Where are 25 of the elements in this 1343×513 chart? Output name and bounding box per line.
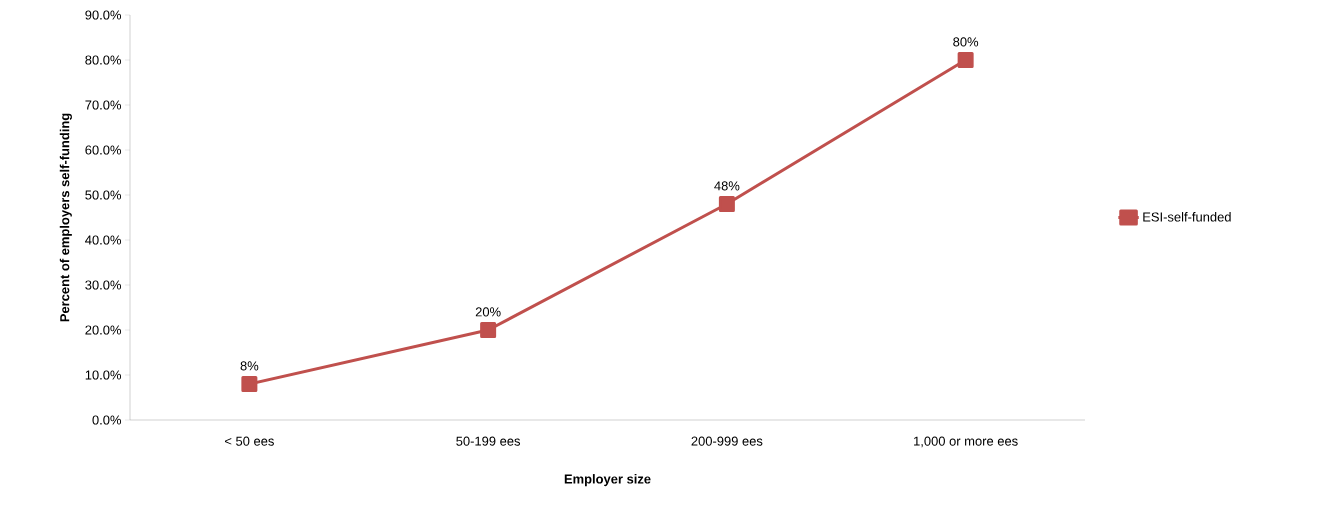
x-tick-label: 200-999 ees: [691, 436, 763, 446]
y-tick-label: 20.0%: [85, 325, 122, 335]
y-tick-label: 10.0%: [85, 370, 122, 380]
y-tick-label: 40.0%: [85, 235, 122, 245]
data-label: 20%: [475, 307, 501, 317]
y-tick-label: 60.0%: [85, 145, 122, 155]
y-tick-label: 30.0%: [85, 280, 122, 290]
y-tick-label: 70.0%: [85, 100, 122, 110]
point: [957, 52, 974, 68]
legend-label: ESI-self-funded: [1143, 212, 1231, 222]
data-label: 48%: [714, 181, 740, 191]
point: [480, 322, 497, 338]
data-label: 8%: [240, 361, 259, 371]
y-tick-label: 50.0%: [85, 190, 122, 200]
y-axis-title: Percent of employers self-funding: [59, 113, 72, 322]
x-tick-label: 50-199 ees: [456, 436, 521, 446]
point: [718, 196, 735, 212]
y-tick-label: 90.0%: [85, 10, 122, 20]
point: [241, 376, 258, 392]
y-tick-label: 80.0%: [85, 55, 122, 65]
x-tick-label: < 50 ees: [224, 436, 274, 446]
data-label: 80%: [953, 37, 979, 47]
y-tick-label: 0.0%: [92, 415, 122, 425]
x-axis-title: Employer size: [564, 474, 651, 487]
x-tick-label: 1,000 or more ees: [914, 436, 1018, 448]
